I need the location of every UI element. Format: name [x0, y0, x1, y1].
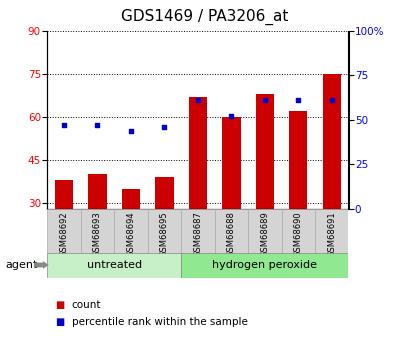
- Text: GSM68691: GSM68691: [326, 211, 335, 257]
- Bar: [47, 209, 81, 254]
- Bar: [222, 117, 240, 209]
- Point: [261, 98, 267, 103]
- Bar: [147, 209, 181, 254]
- Bar: [181, 253, 348, 278]
- Bar: [281, 209, 314, 254]
- Bar: [181, 209, 214, 254]
- Point: [328, 98, 334, 103]
- Bar: [255, 94, 273, 209]
- Point: [94, 122, 101, 128]
- Text: agent: agent: [5, 260, 38, 270]
- Text: GSM68695: GSM68695: [160, 211, 169, 257]
- Bar: [121, 189, 140, 209]
- Text: GSM68688: GSM68688: [226, 211, 235, 257]
- Text: count: count: [72, 300, 101, 310]
- Point: [127, 128, 134, 133]
- Text: ■: ■: [55, 317, 65, 326]
- Point: [161, 124, 167, 130]
- Bar: [47, 253, 181, 278]
- Text: ■: ■: [55, 300, 65, 310]
- Bar: [322, 74, 340, 209]
- Point: [227, 114, 234, 119]
- Bar: [54, 180, 73, 209]
- Point: [194, 98, 201, 103]
- Text: GSM68690: GSM68690: [293, 211, 302, 257]
- Text: percentile rank within the sample: percentile rank within the sample: [72, 317, 247, 326]
- Text: hydrogen peroxide: hydrogen peroxide: [212, 260, 317, 270]
- Bar: [214, 209, 247, 254]
- Text: GSM68693: GSM68693: [93, 211, 101, 257]
- Text: GSM68694: GSM68694: [126, 211, 135, 257]
- Bar: [114, 209, 147, 254]
- Bar: [155, 177, 173, 209]
- Text: untreated: untreated: [86, 260, 142, 270]
- Bar: [188, 97, 207, 209]
- Text: GSM68687: GSM68687: [193, 211, 202, 257]
- Bar: [288, 111, 307, 209]
- Text: GSM68692: GSM68692: [59, 211, 68, 257]
- Text: GSM68689: GSM68689: [260, 211, 269, 257]
- Bar: [247, 209, 281, 254]
- Bar: [81, 209, 114, 254]
- Bar: [314, 209, 348, 254]
- Text: GDS1469 / PA3206_at: GDS1469 / PA3206_at: [121, 9, 288, 25]
- Point: [294, 98, 301, 103]
- Bar: [88, 174, 106, 209]
- Point: [61, 122, 67, 128]
